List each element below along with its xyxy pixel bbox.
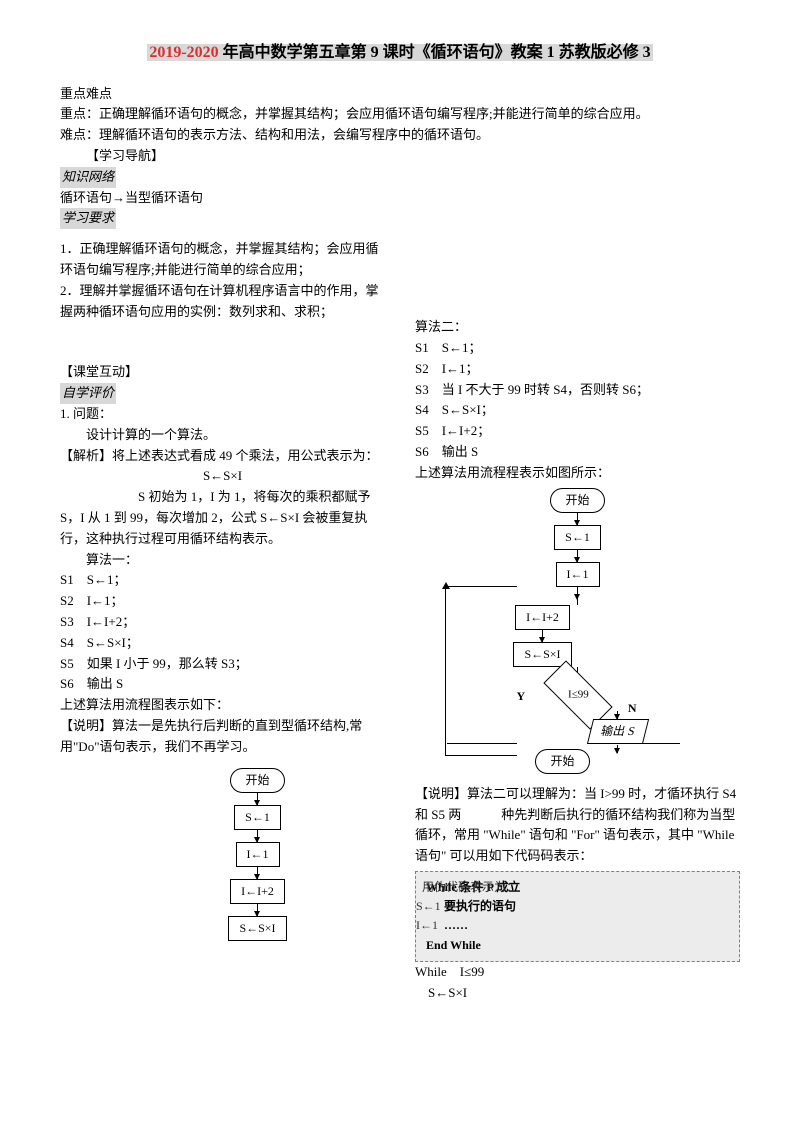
left-column: 1．正确理解循环语句的概念，并掌握其结构；会应用循环语句编写程序;并能进行简单的… [60,239,385,1003]
alg1-s3: S3 I←I+2； [60,612,385,633]
flow1-start: 开始 [230,768,284,793]
question-text: 设计计算的一个算法。 [60,425,385,446]
self-eval-label: 自学评价 [60,383,116,404]
flow2-n2: I←1 [556,562,600,587]
req1: 1．正确理解循环语句的概念，并掌握其结构；会应用循环语句编写程序;并能进行简单的… [60,239,385,281]
alg2-s6: S6 输出 S [415,442,740,463]
network-text: 循环语句→当型循环语句 [60,188,740,209]
flow2-out: 输出 S [587,719,649,744]
question-label: 1. 问题： [60,404,385,425]
overlay-1: 用伪代码表示为： [422,878,518,897]
arrow-icon [542,630,543,642]
page-title: 2019-2020年高中数学第五章第 9 课时《循环语句》教案 1 苏教版必修 … [60,40,740,66]
arrow-icon [257,830,258,842]
alg2-s2: S2 I←1； [415,359,740,380]
loop-line [445,586,517,756]
alg1-label: 算法一： [60,550,385,571]
require-label: 学习要求 [60,208,116,229]
arrow-icon [257,904,258,916]
flow1-n3: I←I+2 [230,879,285,904]
line-icon [447,743,517,744]
right-column: 算法二： S1 S←1； S2 I←1； S3 当 I 不大于 99 时转 S4… [415,239,740,1003]
key-text: 重点：正确理解循环语句的概念，并掌握其结构；会应用循环语句编写程序;并能进行简单… [60,104,740,125]
overlay-3: I←1 [416,916,438,935]
label-n: N [628,699,637,718]
title-rest: 年高中数学第五章第 9 课时《循环语句》教案 1 苏教版必修 3 [221,44,653,61]
two-column-layout: 1．正确理解循环语句的概念，并掌握其结构；会应用循环语句编写程序;并能进行简单的… [60,239,740,1003]
alg1-s6: S6 输出 S [60,674,385,695]
arrow-icon [617,745,618,753]
flow1-n4: S←S×I [228,916,286,941]
alg2-label: 算法二： [415,317,740,338]
analysis-text: S 初始为 1，I 为 1，将每次的乘积都赋予 S，I 从 1 到 99，每次增… [60,487,385,549]
req2: 2．理解并掌握循环语句在计算机程序语言中的作用，掌握两种循环语句应用的实例：数列… [60,281,385,323]
alg1-s2: S2 I←1； [60,591,385,612]
alg2-s1: S1 S←1； [415,338,740,359]
alg1-flow-note: 上述算法用流程图表示如下： [60,695,385,716]
pseudo-l5: S←S×I [415,983,740,1004]
network-label: 知识网络 [60,167,116,188]
formula: S←S×I [60,466,385,487]
alg2-s5: S5 I←I+2； [415,421,740,442]
alg2-note: 【说明】算法二可以理解为：当 I>99 时，才循环执行 S4 和 S5 两种先判… [415,784,740,867]
flow1-n1: S←1 [234,805,281,830]
pseudocode-box: While 条件 P 成立 用伪代码表示为： 要执行的语句 S←1 …… I←1… [415,871,740,962]
arrow-icon [257,793,258,805]
pseudo-l4: End While [426,938,481,952]
pseudo-l4b: While I≤99 [415,962,740,983]
arrow-icon [577,550,578,562]
overlay-2: S←1 [416,897,441,916]
interact-label: 【课堂互动】 [60,362,385,383]
alg2-s3: S3 当 I 不大于 99 时转 S4，否则转 S6； [415,380,740,401]
arrow-icon [577,587,578,599]
flowchart-1: 开始 S←1 I←1 I←I+2 S←S×I [80,768,385,942]
flowchart-2: 开始 S←1 I←1 I←I+2 S←S×I I≤99 Y N 输出 S 开始 [415,488,740,778]
nav-label: 【学习导航】 [60,146,740,167]
arrow-icon [257,867,258,879]
analysis-label: 【解析】将上述表达式看成 49 个乘法，用公式表示为： [60,446,385,467]
flow2-start2: 开始 [535,749,589,774]
key-difficult-title: 重点难点 [60,84,740,105]
alg2-flow-note: 上述算法用流程程表示如图所示： [415,463,740,484]
label-y: Y [517,687,526,706]
line-icon [640,743,680,744]
alg1-s5: S5 如果 I 小于 99，那么转 S3； [60,654,385,675]
flow2-start: 开始 [550,488,604,513]
alg1-s4: S4 S←S×I； [60,633,385,654]
alg1-s1: S1 S←1； [60,570,385,591]
pseudo-l3: …… [444,918,468,932]
flow1-n2: I←1 [236,842,280,867]
arrow-up-icon [442,582,450,589]
difficult-text: 难点：理解循环语句的表示方法、结构和用法，会编写程序中的循环语句。 [60,125,740,146]
alg1-note: 【说明】算法一是先执行后判断的直到型循环结构,常用"Do"语句表示，我们不再学习… [60,716,385,758]
title-year: 2019-2020 [147,44,220,61]
arrow-icon [577,513,578,525]
flow2-n3: I←I+2 [515,605,570,630]
alg2-s4: S4 S←S×I； [415,400,740,421]
flow2-n1: S←1 [554,525,601,550]
pseudo-l2: 要执行的语句 [444,899,516,913]
header-block: 重点难点 重点：正确理解循环语句的概念，并掌握其结构；会应用循环语句编写程序;并… [60,84,740,230]
